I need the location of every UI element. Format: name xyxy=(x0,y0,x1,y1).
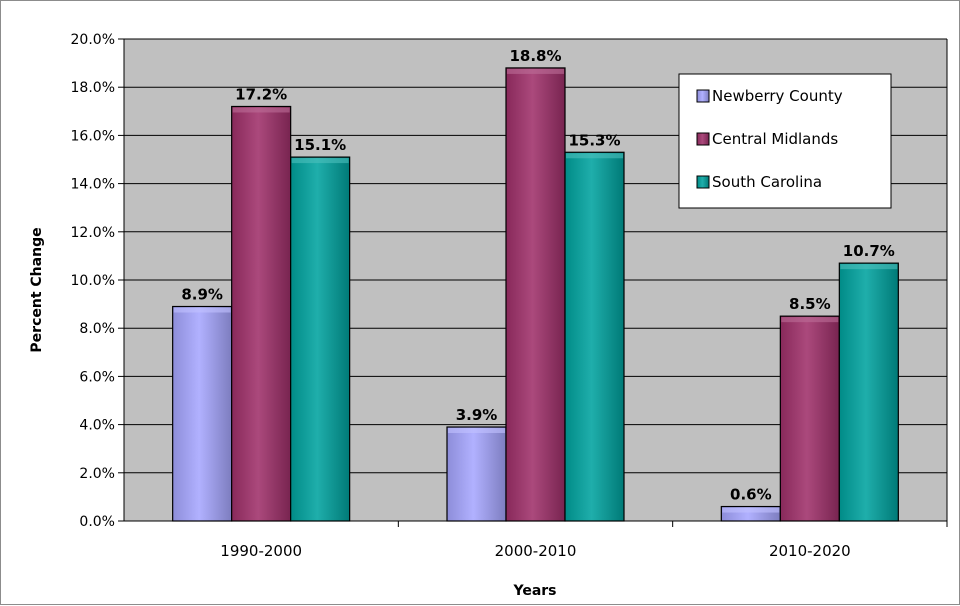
bar-highlight xyxy=(507,68,564,74)
bar-newberry-county xyxy=(446,426,507,522)
y-tick-label: 10.0% xyxy=(71,273,115,289)
bar-highlight xyxy=(781,317,839,323)
bar-south-carolina xyxy=(838,262,899,522)
x-axis-title: Years xyxy=(512,583,556,599)
data-labels: 8.9% 17.2% 15.1% 3.9% 18.8% 15.3% 0.6% 8.5% 10.7… xyxy=(181,47,894,504)
legend-swatch xyxy=(696,89,710,103)
legend: Newberry County Central Midlands South Car… xyxy=(678,73,892,209)
bar-highlight xyxy=(448,428,505,434)
bar-highlight xyxy=(173,307,231,313)
data-label: 8.9% xyxy=(181,286,223,304)
bar-south-carolina xyxy=(564,151,625,522)
bar-highlight xyxy=(566,153,623,159)
bar-central-midlands xyxy=(505,67,566,522)
y-axis-title: Percent Change xyxy=(29,227,45,352)
x-tick-label: 2000-2010 xyxy=(495,542,577,560)
y-tick-label: 18.0% xyxy=(71,80,115,96)
data-label: 8.5% xyxy=(789,295,831,313)
data-label: 15.3% xyxy=(568,131,620,149)
bar-highlight xyxy=(232,107,290,113)
legend-label: Newberry County xyxy=(712,87,843,105)
bar-central-midlands xyxy=(779,315,840,522)
x-tick-label: 1990-2000 xyxy=(220,542,302,560)
legend-label: South Carolina xyxy=(712,173,822,191)
y-tick-label: 12.0% xyxy=(71,225,115,241)
bar-highlight xyxy=(291,158,349,164)
y-tick-label: 2.0% xyxy=(79,466,115,482)
data-label: 10.7% xyxy=(843,242,895,260)
y-tick-label: 14.0% xyxy=(71,177,115,193)
y-tick-labels: 0.0% 2.0% 4.0% 6.0% 8.0% 10.0% 12.0% 14.0% 16.0%… xyxy=(71,32,115,530)
bar-central-midlands xyxy=(231,105,292,522)
y-tick-label: 4.0% xyxy=(79,418,115,434)
data-label: 3.9% xyxy=(456,406,498,424)
bar-south-carolina xyxy=(290,156,351,522)
bar-highlight xyxy=(840,264,898,270)
y-tick-label: 6.0% xyxy=(79,369,115,385)
legend-swatch xyxy=(696,132,710,146)
data-label: 0.6% xyxy=(730,486,772,504)
y-tick-label: 8.0% xyxy=(79,321,115,337)
y-tick-label: 0.0% xyxy=(79,514,115,530)
x-category-labels: 1990-2000 2000-2010 2010-2020 xyxy=(220,542,850,560)
data-label: 15.1% xyxy=(294,136,346,154)
y-tick-label: 20.0% xyxy=(71,32,115,48)
x-tick-label: 2010-2020 xyxy=(769,542,851,560)
legend-box xyxy=(678,73,892,209)
data-label: 17.2% xyxy=(235,85,287,103)
data-label: 18.8% xyxy=(509,47,561,65)
legend-label: Central Midlands xyxy=(712,130,838,148)
bar-newberry-county xyxy=(172,305,233,522)
legend-swatch xyxy=(696,175,710,189)
y-tick-label: 16.0% xyxy=(71,128,115,144)
bar-highlight xyxy=(722,507,780,513)
axes xyxy=(118,38,948,527)
